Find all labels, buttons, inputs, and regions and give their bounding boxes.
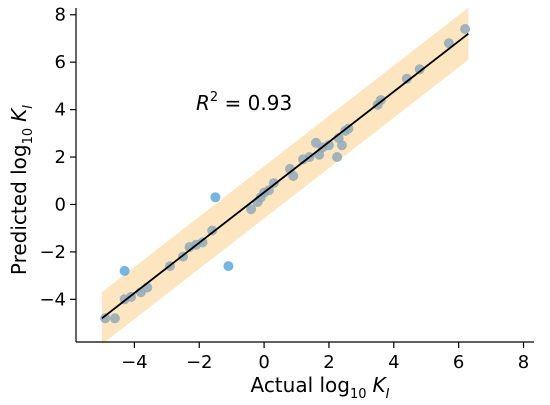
r-squared-value: = 0.93 <box>218 91 292 115</box>
data-point <box>460 24 471 34</box>
x-axis-label: Actual log10 KI <box>250 373 389 402</box>
data-point <box>336 140 347 151</box>
data-point <box>100 313 111 324</box>
y-tick-label: −2 <box>39 242 66 263</box>
data-point <box>210 192 221 203</box>
axes-layer <box>75 8 534 343</box>
fit-line <box>101 33 469 319</box>
x-tick-label: −4 <box>121 352 148 373</box>
x-axis-label-variable-subscript: I <box>386 387 390 402</box>
data-points-layer <box>100 24 471 324</box>
data-point <box>255 192 266 203</box>
y-tick-label: −4 <box>39 289 66 310</box>
x-axis-label-subscript: 10 <box>350 387 367 402</box>
data-point <box>343 123 354 134</box>
data-point <box>443 38 454 49</box>
data-point <box>401 73 412 84</box>
ticks-layer: −4 −2 0 2 4 6 8 −4 −2 0 2 4 6 8 <box>39 5 529 373</box>
y-tick-label: 6 <box>55 52 66 73</box>
data-point <box>246 204 257 215</box>
data-point <box>119 265 130 276</box>
y-tick-label: 2 <box>55 147 66 168</box>
x-tick-label: −2 <box>186 352 213 373</box>
fit-line-layer <box>101 33 469 319</box>
r-squared-superscript: 2 <box>210 90 218 105</box>
y-tick-label: 0 <box>55 194 66 215</box>
data-point <box>109 313 120 324</box>
data-point <box>332 152 343 162</box>
y-axis-label-variable-subscript: I <box>21 105 36 109</box>
data-point <box>223 261 234 272</box>
x-tick-label: 8 <box>518 352 529 373</box>
data-point <box>323 140 334 151</box>
r-squared-annotation: R2 = 0.93 <box>196 90 292 115</box>
y-tick-label: 4 <box>55 100 66 121</box>
x-tick-label: 2 <box>323 352 334 373</box>
y-axis-label: Predicted log10 KI <box>7 105 36 275</box>
y-axis-label-subscript: 10 <box>21 128 36 145</box>
y-axis-label-text: Predicted log <box>7 144 31 275</box>
x-axis-label-variable: K <box>373 373 388 397</box>
y-tick-label: 8 <box>55 5 66 26</box>
data-point <box>268 178 279 189</box>
x-tick-label: 4 <box>388 352 399 373</box>
x-tick-label: 6 <box>453 352 464 373</box>
data-point <box>207 225 218 236</box>
data-point <box>288 171 299 181</box>
data-point <box>414 64 425 75</box>
y-axis-label-variable: K <box>7 107 31 122</box>
r-squared-symbol: R <box>196 91 210 115</box>
data-point <box>197 237 208 248</box>
data-point <box>311 137 321 148</box>
x-axis-label-text: Actual log <box>250 373 350 397</box>
x-tick-label: 0 <box>258 352 269 373</box>
